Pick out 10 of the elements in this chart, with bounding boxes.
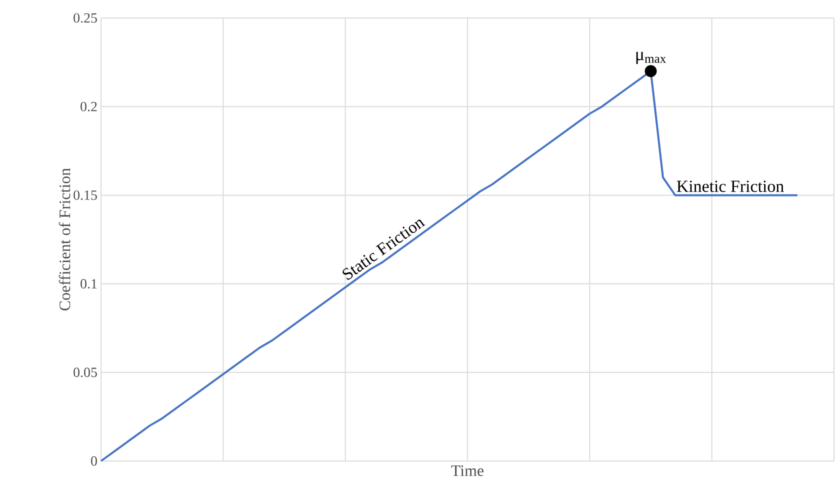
y-tick-label: 0.15: [74, 190, 97, 200]
y-axis-title: Coefficient of Friction: [58, 168, 70, 310]
y-tick-label: 0: [91, 456, 97, 466]
annotation: Kinetic Friction: [676, 180, 784, 192]
annotation: μ$_{max}$: [636, 52, 666, 64]
y-tick-label: 0.25: [74, 13, 97, 23]
y-tick-label: 0.05: [74, 368, 97, 378]
y-tick-label: 0.1: [80, 279, 97, 289]
x-axis-title: Time: [451, 465, 484, 476]
y-tick-label: 0.2: [80, 102, 97, 112]
